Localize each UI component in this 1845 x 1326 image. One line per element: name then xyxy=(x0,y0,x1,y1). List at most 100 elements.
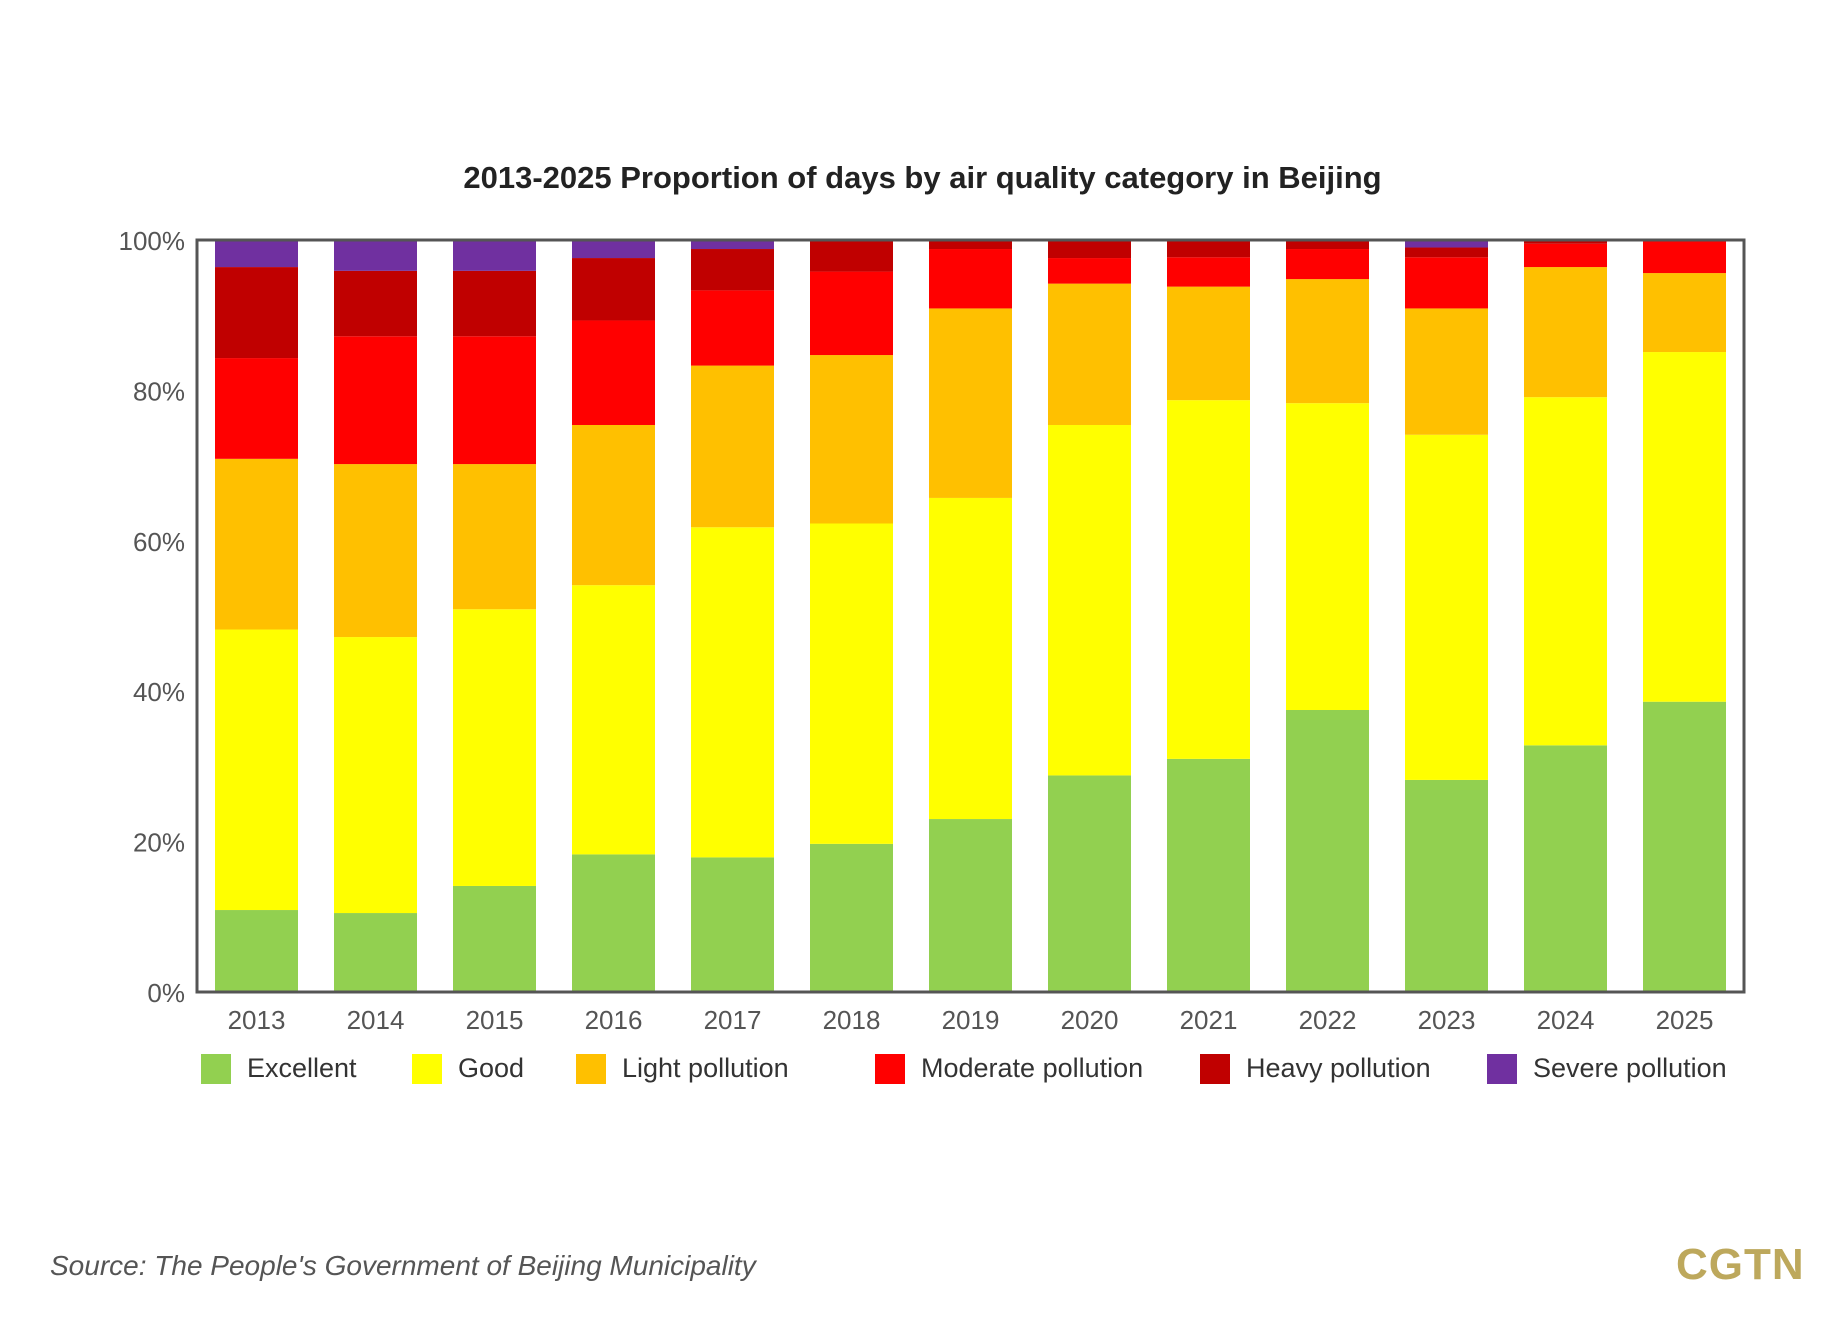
bar-2013-heavy-pollution xyxy=(215,267,298,359)
x-tick-label: 2014 xyxy=(347,1005,405,1035)
y-tick-label: 60% xyxy=(133,527,185,557)
bar-2024-heavy-pollution xyxy=(1524,240,1607,244)
legend-swatch xyxy=(875,1053,905,1084)
bar-2023-good xyxy=(1405,434,1488,780)
x-tick-label: 2018 xyxy=(823,1005,881,1035)
bar-2015-severe-pollution xyxy=(453,240,536,271)
bar-2014-severe-pollution xyxy=(334,240,417,271)
legend-swatch xyxy=(1487,1053,1517,1084)
bar-2023-moderate-pollution xyxy=(1405,257,1488,309)
bar-2017-excellent xyxy=(691,857,774,992)
bar-2017-good xyxy=(691,527,774,858)
bar-2017-moderate-pollution xyxy=(691,290,774,366)
bar-2015-good xyxy=(453,609,536,886)
legend-label: Severe pollution xyxy=(1533,1053,1727,1083)
legend-item: Moderate pollution xyxy=(875,1053,1143,1084)
bar-2025-light-pollution xyxy=(1643,273,1726,353)
x-tick-label: 2015 xyxy=(466,1005,524,1035)
y-tick-label: 80% xyxy=(133,376,185,406)
bar-2018-excellent xyxy=(810,843,893,992)
bar-2024-excellent xyxy=(1524,745,1607,992)
bar-2016-light-pollution xyxy=(572,424,655,586)
x-tick-label: 2016 xyxy=(585,1005,643,1035)
bar-2020-heavy-pollution xyxy=(1048,240,1131,259)
legend-label: Light pollution xyxy=(622,1053,789,1083)
bar-2015-excellent xyxy=(453,885,536,992)
bar-2013-moderate-pollution xyxy=(215,358,298,459)
bar-2014-heavy-pollution xyxy=(334,270,417,337)
legend-label: Moderate pollution xyxy=(921,1053,1144,1083)
legend-swatch xyxy=(576,1053,606,1084)
bar-2024-moderate-pollution xyxy=(1524,243,1607,268)
bar-2016-severe-pollution xyxy=(572,240,655,259)
legend-item: Good xyxy=(412,1053,524,1084)
x-tick-label: 2017 xyxy=(704,1005,762,1035)
x-tick-label: 2022 xyxy=(1299,1005,1357,1035)
bar-2019-excellent xyxy=(929,819,1012,992)
bar-2022-excellent xyxy=(1286,710,1369,992)
bar-2018-heavy-pollution xyxy=(810,240,893,272)
bar-2025-moderate-pollution xyxy=(1643,240,1726,274)
legend-label: Good xyxy=(458,1053,525,1083)
bar-2020-excellent xyxy=(1048,775,1131,992)
chart-title: 2013-2025 Proportion of days by air qual… xyxy=(463,160,1382,195)
x-tick-label: 2013 xyxy=(228,1005,286,1035)
y-axis-ticks: 0% 20% 40% 60% 80% 100% xyxy=(119,226,186,1008)
x-tick-label: 2023 xyxy=(1418,1005,1476,1035)
bar-2022-moderate-pollution xyxy=(1286,249,1369,280)
bar-2013-good xyxy=(215,629,298,911)
bar-2025-good xyxy=(1643,352,1726,702)
legend-label: Heavy pollution xyxy=(1246,1053,1431,1083)
bar-2021-heavy-pollution xyxy=(1167,240,1250,258)
bar-2015-light-pollution xyxy=(453,464,536,610)
source-note: Source: The People's Government of Beiji… xyxy=(50,1250,756,1281)
bar-2019-heavy-pollution xyxy=(929,240,1012,250)
bar-2015-moderate-pollution xyxy=(453,336,536,465)
legend-label: Excellent xyxy=(247,1053,357,1083)
y-tick-label: 40% xyxy=(133,677,185,707)
bar-2022-good xyxy=(1286,403,1369,710)
bar-2014-light-pollution xyxy=(334,464,417,638)
x-axis-ticks: 2013 2014 2015 2016 2017 2018 2019 2020 2021 2022… xyxy=(228,1005,1714,1035)
x-tick-label: 2024 xyxy=(1537,1005,1595,1035)
bar-2013-excellent xyxy=(215,910,298,992)
bar-2016-heavy-pollution xyxy=(572,258,655,321)
bar-2023-severe-pollution xyxy=(1405,240,1488,248)
bar-2013-light-pollution xyxy=(215,458,298,630)
stacked-bar-chart: 0%20%40%60%80%100% 2013 2014 2015 2016 2017 2… xyxy=(119,226,1746,1035)
bar-2019-moderate-pollution xyxy=(929,249,1012,309)
legend-swatch xyxy=(1200,1053,1230,1084)
bar-2023-heavy-pollution xyxy=(1405,247,1488,258)
bar-2021-light-pollution xyxy=(1167,286,1250,401)
bar-2015-heavy-pollution xyxy=(453,270,536,337)
bar-2018-light-pollution xyxy=(810,355,893,524)
bar-2021-excellent xyxy=(1167,758,1250,992)
x-tick-label: 2021 xyxy=(1180,1005,1238,1035)
bar-2017-severe-pollution xyxy=(691,240,774,250)
bar-2022-light-pollution xyxy=(1286,279,1369,404)
x-tick-label: 2025 xyxy=(1656,1005,1714,1035)
y-tick-label: 20% xyxy=(133,828,185,858)
plot-frame xyxy=(195,238,1746,994)
legend: Excellent Good Light pollution Moderate pol… xyxy=(0,1053,1845,1093)
legend-item: Light pollution xyxy=(576,1053,789,1084)
bar-2016-excellent xyxy=(572,854,655,992)
bar-2021-moderate-pollution xyxy=(1167,257,1250,287)
legend-swatch xyxy=(201,1053,231,1084)
cgtn-logo: CGTN xyxy=(1676,1240,1805,1289)
legend-swatch xyxy=(412,1053,442,1084)
bar-2016-moderate-pollution xyxy=(572,320,655,425)
y-tick-label: 0% xyxy=(147,978,185,1008)
legend-item: Excellent xyxy=(201,1053,357,1084)
bar-2013-severe-pollution xyxy=(215,240,298,268)
bar-2019-good xyxy=(929,497,1012,820)
bar-2021-good xyxy=(1167,400,1250,759)
bar-2016-good xyxy=(572,585,655,855)
bar-2019-light-pollution xyxy=(929,308,1012,498)
bar-2023-excellent xyxy=(1405,779,1488,992)
bar-2014-moderate-pollution xyxy=(334,336,417,465)
bar-2023-light-pollution xyxy=(1405,308,1488,435)
bar-2020-good xyxy=(1048,424,1131,776)
bar-2024-light-pollution xyxy=(1524,267,1607,398)
legend-item: Heavy pollution xyxy=(1200,1053,1431,1084)
